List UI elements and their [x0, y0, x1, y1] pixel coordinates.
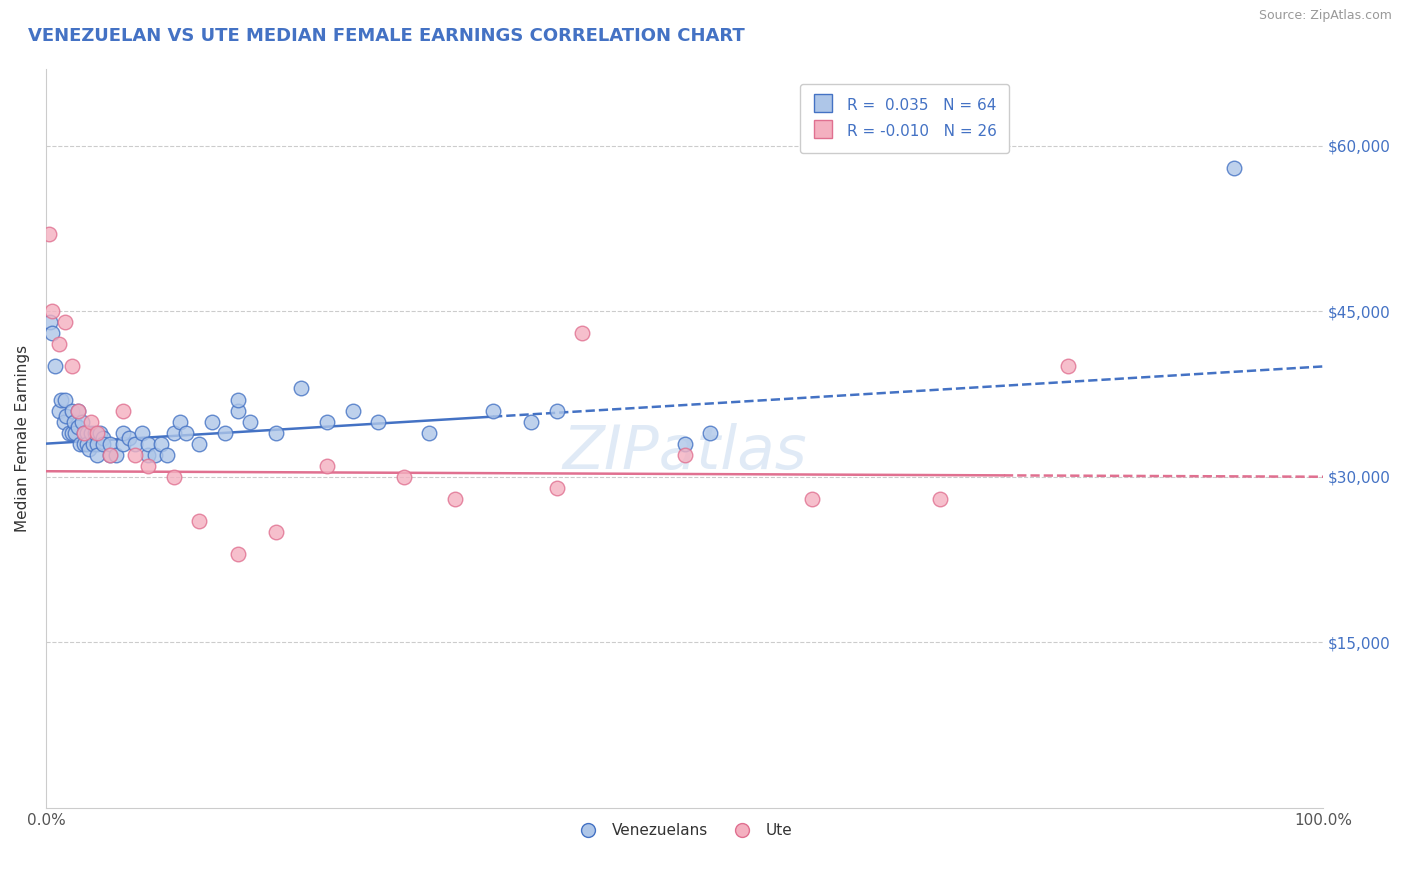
Point: [76, 436, 98, 450]
Point: [929, 491, 952, 506]
Point: [111, 425, 134, 440]
Text: VENEZUELAN VS UTE MEDIAN FEMALE EARNINGS CORRELATION CHART: VENEZUELAN VS UTE MEDIAN FEMALE EARNINGS…: [28, 27, 745, 45]
Point: [673, 436, 696, 450]
Point: [118, 431, 141, 445]
Point: [226, 547, 249, 561]
Point: [169, 415, 191, 429]
Point: [73, 425, 96, 440]
Point: [63, 415, 86, 429]
Text: Source: ZipAtlas.com: Source: ZipAtlas.com: [1258, 9, 1392, 22]
Point: [55, 409, 77, 423]
Point: [1223, 161, 1246, 175]
Point: [1056, 359, 1078, 374]
Point: [60, 359, 83, 374]
Point: [44, 359, 66, 374]
Point: [38, 315, 60, 329]
Point: [98, 448, 121, 462]
Point: [82, 436, 104, 450]
Point: [136, 436, 159, 450]
Point: [392, 469, 415, 483]
Legend: Venezuelans, Ute: Venezuelans, Ute: [571, 817, 799, 845]
Point: [316, 415, 339, 429]
Point: [264, 425, 287, 440]
Point: [66, 420, 89, 434]
Point: [93, 431, 115, 445]
Point: [60, 425, 83, 440]
Point: [520, 415, 543, 429]
Point: [418, 425, 440, 440]
Point: [342, 403, 364, 417]
Point: [53, 315, 76, 329]
Point: [86, 436, 108, 450]
Point: [86, 448, 108, 462]
Point: [546, 403, 568, 417]
Y-axis label: Median Female Earnings: Median Female Earnings: [15, 344, 30, 532]
Point: [86, 425, 108, 440]
Text: ZIPatlas: ZIPatlas: [562, 424, 807, 483]
Point: [239, 415, 262, 429]
Point: [136, 458, 159, 473]
Point: [65, 425, 87, 440]
Point: [41, 326, 63, 341]
Point: [367, 415, 389, 429]
Point: [136, 448, 159, 462]
Point: [801, 491, 824, 506]
Point: [124, 436, 146, 450]
Point: [48, 337, 70, 351]
Point: [149, 436, 172, 450]
Point: [163, 425, 186, 440]
Point: [66, 403, 89, 417]
Point: [41, 304, 63, 318]
Point: [176, 425, 198, 440]
Point: [76, 425, 98, 440]
Point: [699, 425, 721, 440]
Point: [316, 458, 339, 473]
Point: [163, 469, 186, 483]
Point: [290, 382, 312, 396]
Point: [156, 448, 179, 462]
Point: [79, 415, 101, 429]
Point: [98, 448, 121, 462]
Point: [482, 403, 505, 417]
Point: [264, 524, 287, 539]
Point: [188, 514, 211, 528]
Point: [38, 227, 60, 241]
Point: [73, 436, 96, 450]
Point: [226, 392, 249, 407]
Point: [188, 436, 211, 450]
Point: [201, 415, 224, 429]
Point: [124, 448, 146, 462]
Point: [66, 403, 89, 417]
Point: [83, 425, 105, 440]
Point: [143, 448, 166, 462]
Point: [673, 448, 696, 462]
Point: [131, 425, 153, 440]
Point: [53, 392, 76, 407]
Point: [98, 436, 121, 450]
Point: [214, 425, 236, 440]
Point: [443, 491, 465, 506]
Point: [105, 448, 128, 462]
Point: [58, 425, 80, 440]
Point: [93, 436, 115, 450]
Point: [79, 425, 101, 440]
Point: [70, 415, 93, 429]
Point: [571, 326, 593, 341]
Point: [111, 436, 134, 450]
Point: [60, 403, 83, 417]
Point: [69, 436, 91, 450]
Point: [226, 403, 249, 417]
Point: [73, 425, 96, 440]
Point: [79, 442, 101, 457]
Point: [546, 481, 568, 495]
Point: [48, 403, 70, 417]
Point: [111, 403, 134, 417]
Point: [89, 425, 111, 440]
Point: [52, 415, 75, 429]
Point: [51, 392, 73, 407]
